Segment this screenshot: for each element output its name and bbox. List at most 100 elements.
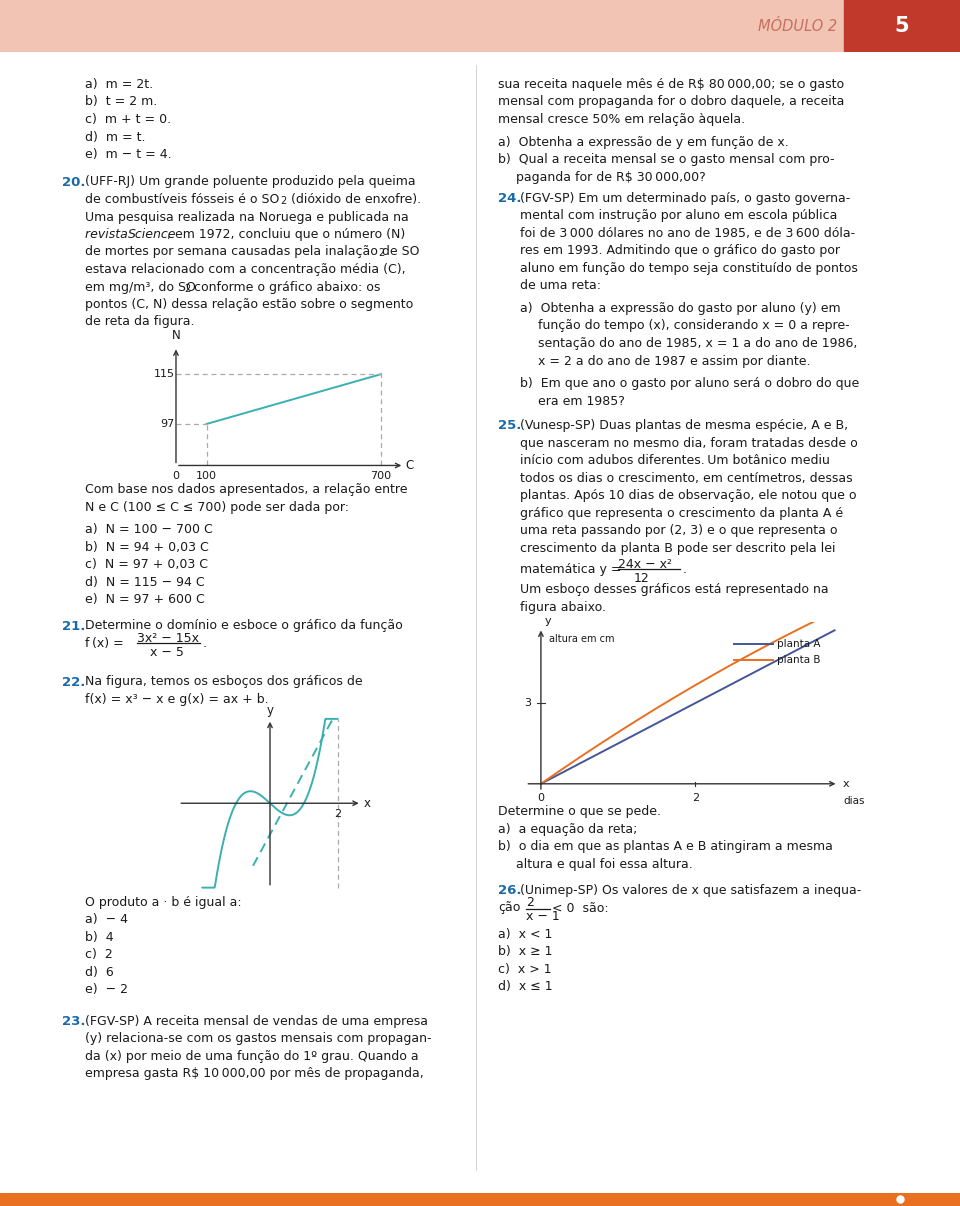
- Text: revista: revista: [85, 228, 132, 241]
- Text: dias: dias: [844, 796, 865, 806]
- Text: Determine o que se pede.: Determine o que se pede.: [498, 806, 661, 818]
- Text: Com base nos dados apresentados, a relação entre: Com base nos dados apresentados, a relaç…: [85, 482, 407, 496]
- Text: era em 1985?: era em 1985?: [538, 394, 625, 408]
- Text: de combustíveis fósseis é o SO: de combustíveis fósseis é o SO: [85, 193, 279, 206]
- Text: x − 1: x − 1: [526, 911, 560, 924]
- Text: figura abaixo.: figura abaixo.: [520, 601, 606, 614]
- Text: (FGV-SP) Em um determinado país, o gasto governa-: (FGV-SP) Em um determinado país, o gasto…: [520, 192, 851, 205]
- Text: a)  a equação da reta;: a) a equação da reta;: [498, 822, 637, 836]
- Text: sua receita naquele mês é de R$ 80 000,00; se o gasto: sua receita naquele mês é de R$ 80 000,0…: [498, 78, 844, 90]
- Text: estava relacionado com a concentração média (C),: estava relacionado com a concentração mé…: [85, 263, 406, 276]
- Text: conforme o gráfico abaixo: os: conforme o gráfico abaixo: os: [190, 281, 380, 293]
- Text: e)  N = 97 + 600 C: e) N = 97 + 600 C: [85, 593, 204, 607]
- Text: f (x) =: f (x) =: [85, 637, 124, 650]
- Text: foi de 3 000 dólares no ano de 1985, e de 3 600 dóla-: foi de 3 000 dólares no ano de 1985, e d…: [520, 227, 855, 240]
- Text: < 0  são:: < 0 são:: [552, 902, 609, 914]
- Text: altura e qual foi essa altura.: altura e qual foi essa altura.: [516, 857, 693, 871]
- Text: d)  6: d) 6: [85, 966, 113, 979]
- Text: a)  Obtenha a expressão do gasto por aluno (y) em: a) Obtenha a expressão do gasto por alun…: [520, 302, 841, 315]
- Text: 22.: 22.: [62, 675, 85, 689]
- Text: 23.: 23.: [62, 1014, 85, 1028]
- Text: 115: 115: [154, 369, 175, 379]
- Text: a)  − 4: a) − 4: [85, 913, 128, 926]
- Text: c)  2: c) 2: [85, 948, 112, 961]
- Text: x = 2 a do ano de 1987 e assim por diante.: x = 2 a do ano de 1987 e assim por diant…: [538, 355, 810, 368]
- Text: 0: 0: [173, 472, 180, 481]
- Text: 2: 2: [692, 794, 699, 803]
- Text: função do tempo (x), considerando x = 0 a repre-: função do tempo (x), considerando x = 0 …: [538, 320, 850, 333]
- Text: (y) relaciona-se com os gastos mensais com propagan-: (y) relaciona-se com os gastos mensais c…: [85, 1032, 431, 1046]
- Text: b)  Qual a receita mensal se o gasto mensal com pro-: b) Qual a receita mensal se o gasto mens…: [498, 153, 834, 166]
- Text: crescimento da planta B pode ser descrito pela lei: crescimento da planta B pode ser descrit…: [520, 541, 835, 555]
- Text: 2: 2: [526, 896, 534, 909]
- Text: e)  − 2: e) − 2: [85, 983, 128, 996]
- Text: 100: 100: [196, 472, 217, 481]
- Text: pontos (C, N) dessa relação estão sobre o segmento: pontos (C, N) dessa relação estão sobre …: [85, 298, 413, 311]
- Text: b)  Em que ano o gasto por aluno será o dobro do que: b) Em que ano o gasto por aluno será o d…: [520, 377, 859, 391]
- Text: gráfico que representa o crescimento da planta A é: gráfico que representa o crescimento da …: [520, 507, 843, 520]
- Text: N e C (100 ≤ C ≤ 700) pode ser dada por:: N e C (100 ≤ C ≤ 700) pode ser dada por:: [85, 500, 349, 514]
- Text: mensal cresce 50% em relação àquela.: mensal cresce 50% em relação àquela.: [498, 113, 745, 125]
- Text: 700: 700: [371, 472, 392, 481]
- Text: a)  Obtenha a expressão de y em função de x.: a) Obtenha a expressão de y em função de…: [498, 136, 789, 148]
- Text: 21.: 21.: [62, 620, 85, 632]
- Text: b)  4: b) 4: [85, 931, 113, 944]
- Text: b)  N = 94 + 0,03 C: b) N = 94 + 0,03 C: [85, 540, 208, 554]
- Text: 2: 2: [378, 248, 384, 258]
- Text: .: .: [683, 563, 687, 575]
- Text: (dióxido de enxofre).: (dióxido de enxofre).: [287, 193, 421, 206]
- Text: que nasceram no mesmo dia, foram tratadas desde o: que nasceram no mesmo dia, foram tratada…: [520, 437, 857, 450]
- Text: de reta da figura.: de reta da figura.: [85, 316, 195, 328]
- Text: aluno em função do tempo seja constituído de pontos: aluno em função do tempo seja constituíd…: [520, 262, 858, 275]
- Text: ção: ção: [498, 902, 520, 914]
- Text: a)  m = 2t.: a) m = 2t.: [85, 78, 154, 90]
- Text: 24.: 24.: [498, 192, 521, 205]
- Text: matemática y =: matemática y =: [520, 563, 621, 575]
- Text: Science: Science: [128, 228, 177, 241]
- Text: mensal com propaganda for o dobro daquele, a receita: mensal com propaganda for o dobro daquel…: [498, 95, 845, 109]
- Text: res em 1993. Admitindo que o gráfico do gasto por: res em 1993. Admitindo que o gráfico do …: [520, 245, 840, 257]
- Text: da (x) por meio de uma função do 1º grau. Quando a: da (x) por meio de uma função do 1º grau…: [85, 1049, 419, 1062]
- Text: b)  x ≥ 1: b) x ≥ 1: [498, 946, 553, 959]
- Text: todos os dias o crescimento, em centímetros, dessas: todos os dias o crescimento, em centímet…: [520, 472, 852, 485]
- Text: .: .: [203, 637, 207, 650]
- Text: 2: 2: [334, 809, 342, 819]
- Text: Na figura, temos os esboços dos gráficos de: Na figura, temos os esboços dos gráficos…: [85, 675, 363, 689]
- Text: a)  N = 100 − 700 C: a) N = 100 − 700 C: [85, 523, 213, 537]
- Text: 25.: 25.: [498, 420, 521, 432]
- Text: 12: 12: [634, 572, 650, 585]
- Text: planta A: planta A: [777, 639, 820, 649]
- Text: (UFF-RJ) Um grande poluente produzido pela queima: (UFF-RJ) Um grande poluente produzido pe…: [85, 176, 416, 188]
- Text: x: x: [842, 779, 849, 789]
- Text: 24x − x²: 24x − x²: [618, 557, 672, 570]
- Text: 3x² − 15x: 3x² − 15x: [137, 632, 199, 645]
- Text: x: x: [363, 797, 371, 809]
- Text: 2: 2: [280, 197, 286, 206]
- Text: c)  m + t = 0.: c) m + t = 0.: [85, 113, 171, 125]
- Text: Uma pesquisa realizada na Noruega e publicada na: Uma pesquisa realizada na Noruega e publ…: [85, 211, 409, 223]
- Text: d)  N = 115 − 94 C: d) N = 115 − 94 C: [85, 575, 204, 589]
- Text: início com adubos diferentes. Um botânico mediu: início com adubos diferentes. Um botânic…: [520, 455, 829, 467]
- Text: f(x) = x³ − x e g(x) = ax + b.: f(x) = x³ − x e g(x) = ax + b.: [85, 693, 269, 706]
- Text: paganda for de R$ 30 000,00?: paganda for de R$ 30 000,00?: [516, 171, 706, 183]
- Text: Um esboço desses gráficos está representado na: Um esboço desses gráficos está represent…: [520, 584, 828, 596]
- Text: de mortes por semana causadas pela inalação de SO: de mortes por semana causadas pela inala…: [85, 246, 420, 258]
- Text: a)  x < 1: a) x < 1: [498, 927, 552, 941]
- Text: 20.: 20.: [62, 176, 85, 188]
- Text: de uma reta:: de uma reta:: [520, 280, 601, 292]
- Text: N: N: [172, 329, 180, 343]
- Text: 5: 5: [894, 16, 909, 36]
- Text: b)  o dia em que as plantas A e B atingiram a mesma: b) o dia em que as plantas A e B atingir…: [498, 841, 833, 854]
- Text: 3: 3: [524, 698, 532, 708]
- Text: d)  m = t.: d) m = t.: [85, 130, 146, 144]
- Text: em mg/m³, do SO: em mg/m³, do SO: [85, 281, 196, 293]
- Text: e)  m − t = 4.: e) m − t = 4.: [85, 148, 172, 160]
- Text: c)  N = 97 + 0,03 C: c) N = 97 + 0,03 C: [85, 558, 208, 572]
- Text: 2: 2: [184, 283, 190, 293]
- Text: 0: 0: [538, 794, 544, 803]
- Text: planta B: planta B: [777, 655, 820, 665]
- Text: mental com instrução por aluno em escola pública: mental com instrução por aluno em escola…: [520, 210, 837, 222]
- Text: empresa gasta R$ 10 000,00 por mês de propaganda,: empresa gasta R$ 10 000,00 por mês de pr…: [85, 1067, 423, 1081]
- Text: (Vunesp-SP) Duas plantas de mesma espécie, A e B,: (Vunesp-SP) Duas plantas de mesma espéci…: [520, 420, 848, 432]
- Text: altura em cm: altura em cm: [548, 634, 614, 644]
